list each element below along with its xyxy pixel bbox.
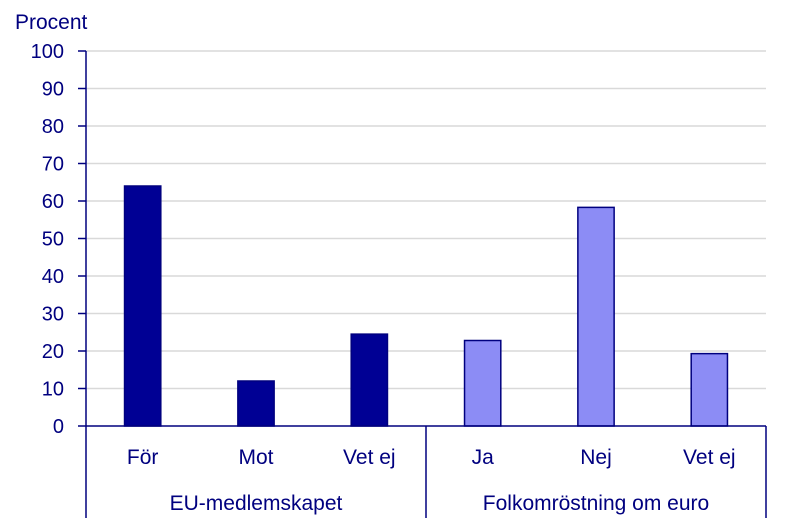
y-axis-title: Procent — [15, 11, 88, 34]
y-tick-label: 70 — [42, 154, 64, 176]
y-tick-label: 30 — [42, 304, 64, 326]
axes — [78, 50, 767, 518]
bar-2-3 — [690, 352, 729, 427]
bar-1-3 — [350, 333, 389, 427]
bars — [123, 185, 729, 427]
bar-2-1 — [463, 339, 502, 427]
category-label: Vet ej — [683, 446, 736, 469]
bar-1-1 — [123, 185, 162, 427]
y-tick-label: 40 — [42, 266, 64, 288]
bar-2-2 — [577, 206, 615, 427]
y-tick-label: 50 — [42, 229, 64, 251]
group-label: Folkomröstning om euro — [483, 492, 709, 515]
category-label: För — [127, 446, 159, 469]
bar-1-2 — [237, 380, 275, 427]
category-label: Ja — [472, 446, 495, 469]
y-tick-label: 100 — [31, 41, 64, 63]
y-tick-label: 20 — [42, 341, 64, 363]
gridlines — [86, 50, 766, 390]
y-tick-label: 60 — [42, 191, 64, 213]
category-label: Vet ej — [343, 446, 396, 469]
y-tick-label: 0 — [53, 416, 64, 438]
category-label: Mot — [238, 446, 273, 469]
category-label: Nej — [580, 446, 612, 469]
y-tick-label: 10 — [42, 379, 64, 401]
y-tick-label: 80 — [42, 116, 64, 138]
y-tick-label: 90 — [42, 79, 64, 101]
group-label: EU-medlemskapet — [170, 492, 343, 515]
